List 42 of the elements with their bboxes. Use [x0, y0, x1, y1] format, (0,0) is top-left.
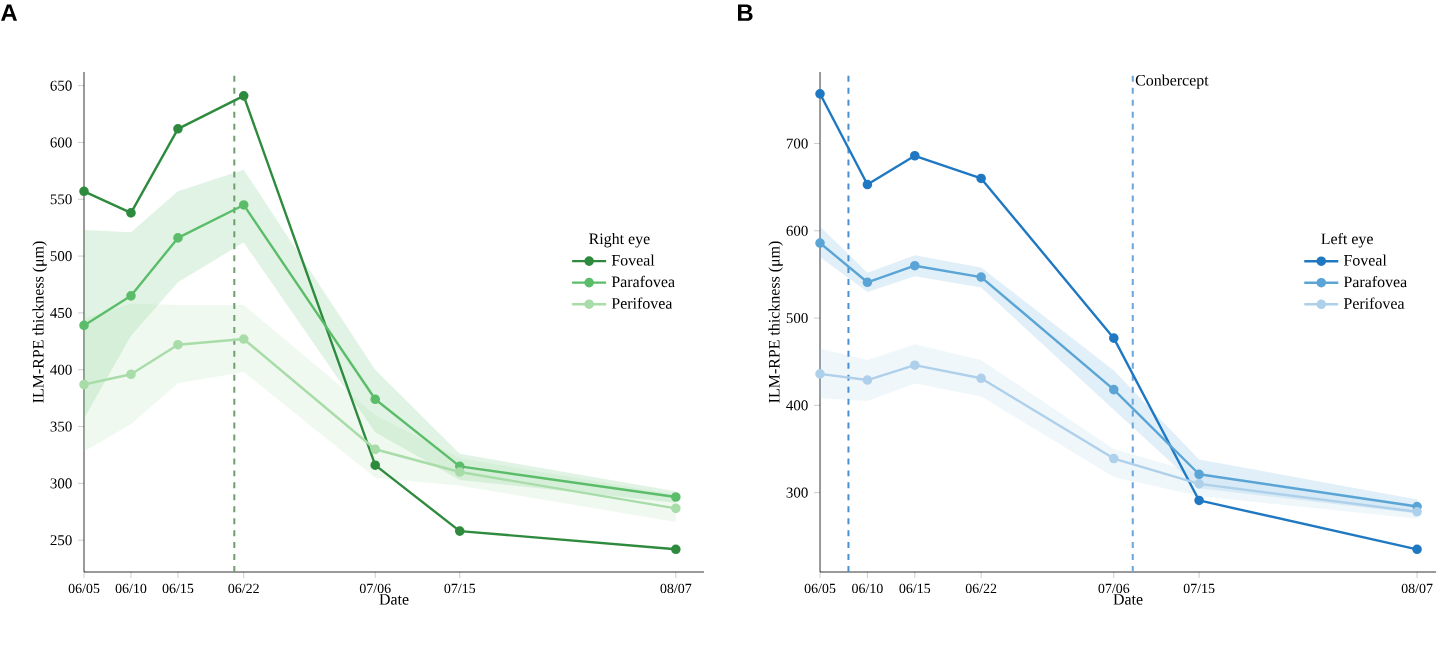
point — [862, 375, 873, 385]
point — [671, 503, 681, 514]
chart-title: A — [1, 4, 18, 21]
point — [815, 89, 825, 99]
chart-title: B — [738, 4, 753, 21]
point — [126, 208, 136, 218]
point — [976, 173, 986, 184]
point — [1109, 384, 1119, 395]
point — [238, 91, 249, 101]
point — [79, 320, 89, 331]
point — [173, 233, 183, 243]
point — [976, 272, 986, 282]
point — [815, 369, 825, 379]
point — [1194, 495, 1204, 506]
point — [79, 186, 89, 197]
point — [815, 238, 825, 248]
point — [173, 124, 183, 134]
point — [909, 260, 920, 271]
point — [454, 467, 465, 477]
point — [671, 544, 681, 555]
point — [909, 360, 920, 370]
point — [976, 373, 986, 384]
point — [909, 150, 920, 161]
point — [370, 460, 381, 470]
point — [370, 444, 381, 455]
point — [238, 334, 249, 344]
point — [370, 394, 381, 405]
point — [454, 526, 465, 536]
point — [1109, 333, 1119, 343]
point — [1194, 479, 1204, 489]
point — [1412, 506, 1422, 517]
point — [671, 492, 681, 502]
point — [79, 379, 89, 390]
point — [1412, 544, 1422, 555]
point — [126, 369, 136, 380]
point — [173, 339, 183, 350]
point — [126, 291, 136, 301]
point — [1109, 453, 1119, 464]
point — [862, 179, 873, 190]
point — [862, 277, 873, 288]
point — [238, 200, 249, 210]
point — [1194, 469, 1204, 480]
